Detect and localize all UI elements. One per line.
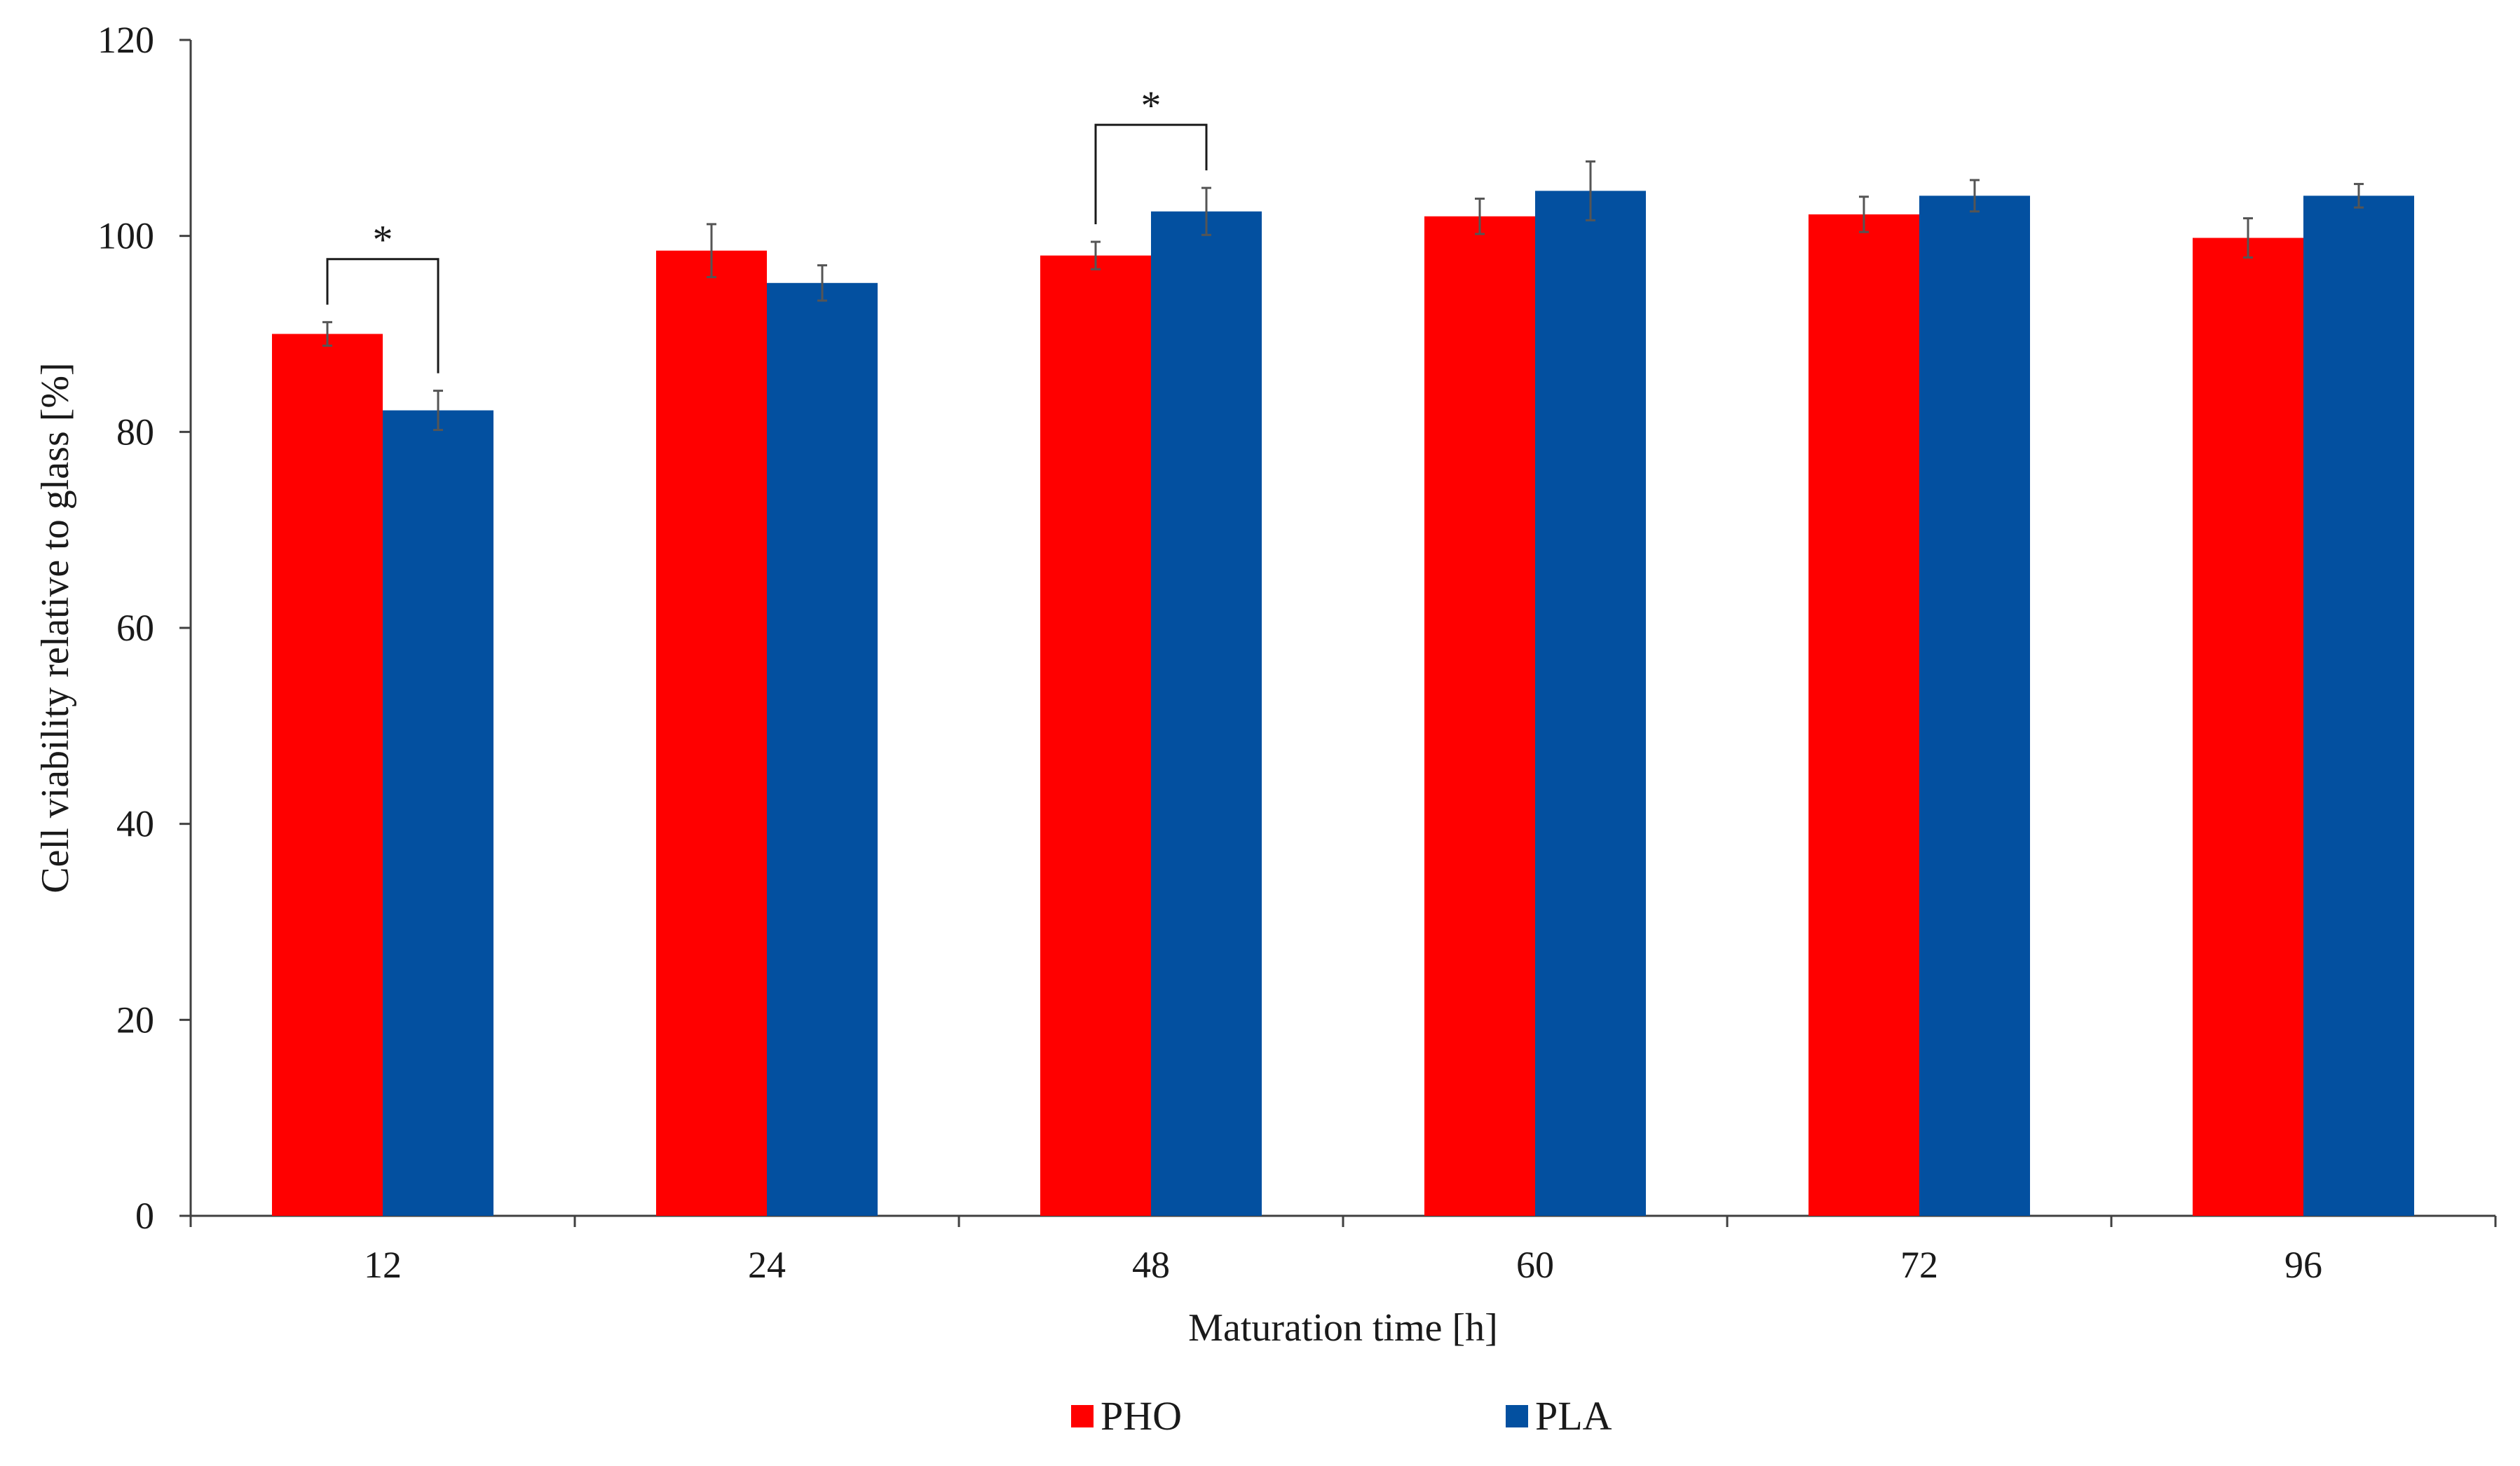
- y-tick-label: 60: [116, 607, 154, 649]
- bar-pho-60: [1424, 216, 1535, 1217]
- bar-pla-12: [383, 410, 493, 1216]
- x-tick-label: 60: [1516, 1244, 1554, 1286]
- bar-pla-60: [1535, 191, 1646, 1217]
- y-tick-label: 0: [135, 1195, 154, 1237]
- significance-bracket-12: [326, 258, 440, 374]
- bar-pla-72: [1919, 196, 2030, 1217]
- x-tick-label: 24: [748, 1244, 786, 1286]
- bar-pla-24: [767, 282, 878, 1217]
- y-tick-label: 100: [97, 215, 154, 257]
- legend-item-pho: PHO: [1071, 1393, 1182, 1439]
- bar-pho-96: [2193, 238, 2303, 1216]
- bar-pho-24: [656, 250, 767, 1217]
- bar-pho-72: [1809, 214, 1919, 1216]
- y-axis-title: Cell viability relative to glass [%]: [34, 362, 77, 893]
- significance-markers: **: [326, 83, 1208, 374]
- x-tick-label: 96: [2284, 1244, 2322, 1286]
- bar-pho-12: [272, 334, 383, 1216]
- y-axis: 0 20 40 60 80 100 120: [97, 19, 192, 1237]
- significance-star-12: *: [373, 217, 393, 263]
- bar-pla-96: [2303, 196, 2414, 1217]
- x-axis: 12 24 48 60 72 96: [189, 1214, 2497, 1286]
- legend-swatch-pho: [1071, 1405, 1094, 1427]
- legend-label-pho: PHO: [1101, 1393, 1182, 1439]
- x-tick-label: 72: [1900, 1244, 1938, 1286]
- x-axis-title: Maturation time [h]: [1188, 1306, 1498, 1350]
- legend-label-pla: PLA: [1535, 1393, 1612, 1439]
- bar-pla-48: [1151, 211, 1262, 1216]
- error-bars: [322, 160, 2364, 432]
- x-tick-label: 48: [1132, 1244, 1170, 1286]
- legend: PHO PLA: [1071, 1393, 1612, 1439]
- y-tick-label: 20: [116, 999, 154, 1041]
- significance-bracket-48: [1094, 123, 1208, 225]
- y-tick-label: 80: [116, 411, 154, 453]
- legend-swatch-pla: [1506, 1405, 1528, 1427]
- bar-pho-48: [1040, 255, 1151, 1217]
- significance-star-48: *: [1141, 83, 1162, 128]
- x-tick-label: 12: [364, 1244, 402, 1286]
- legend-item-pla: PLA: [1506, 1393, 1612, 1439]
- y-tick-label: 40: [116, 803, 154, 845]
- y-tick-label: 120: [97, 19, 154, 61]
- bars: [272, 191, 2414, 1217]
